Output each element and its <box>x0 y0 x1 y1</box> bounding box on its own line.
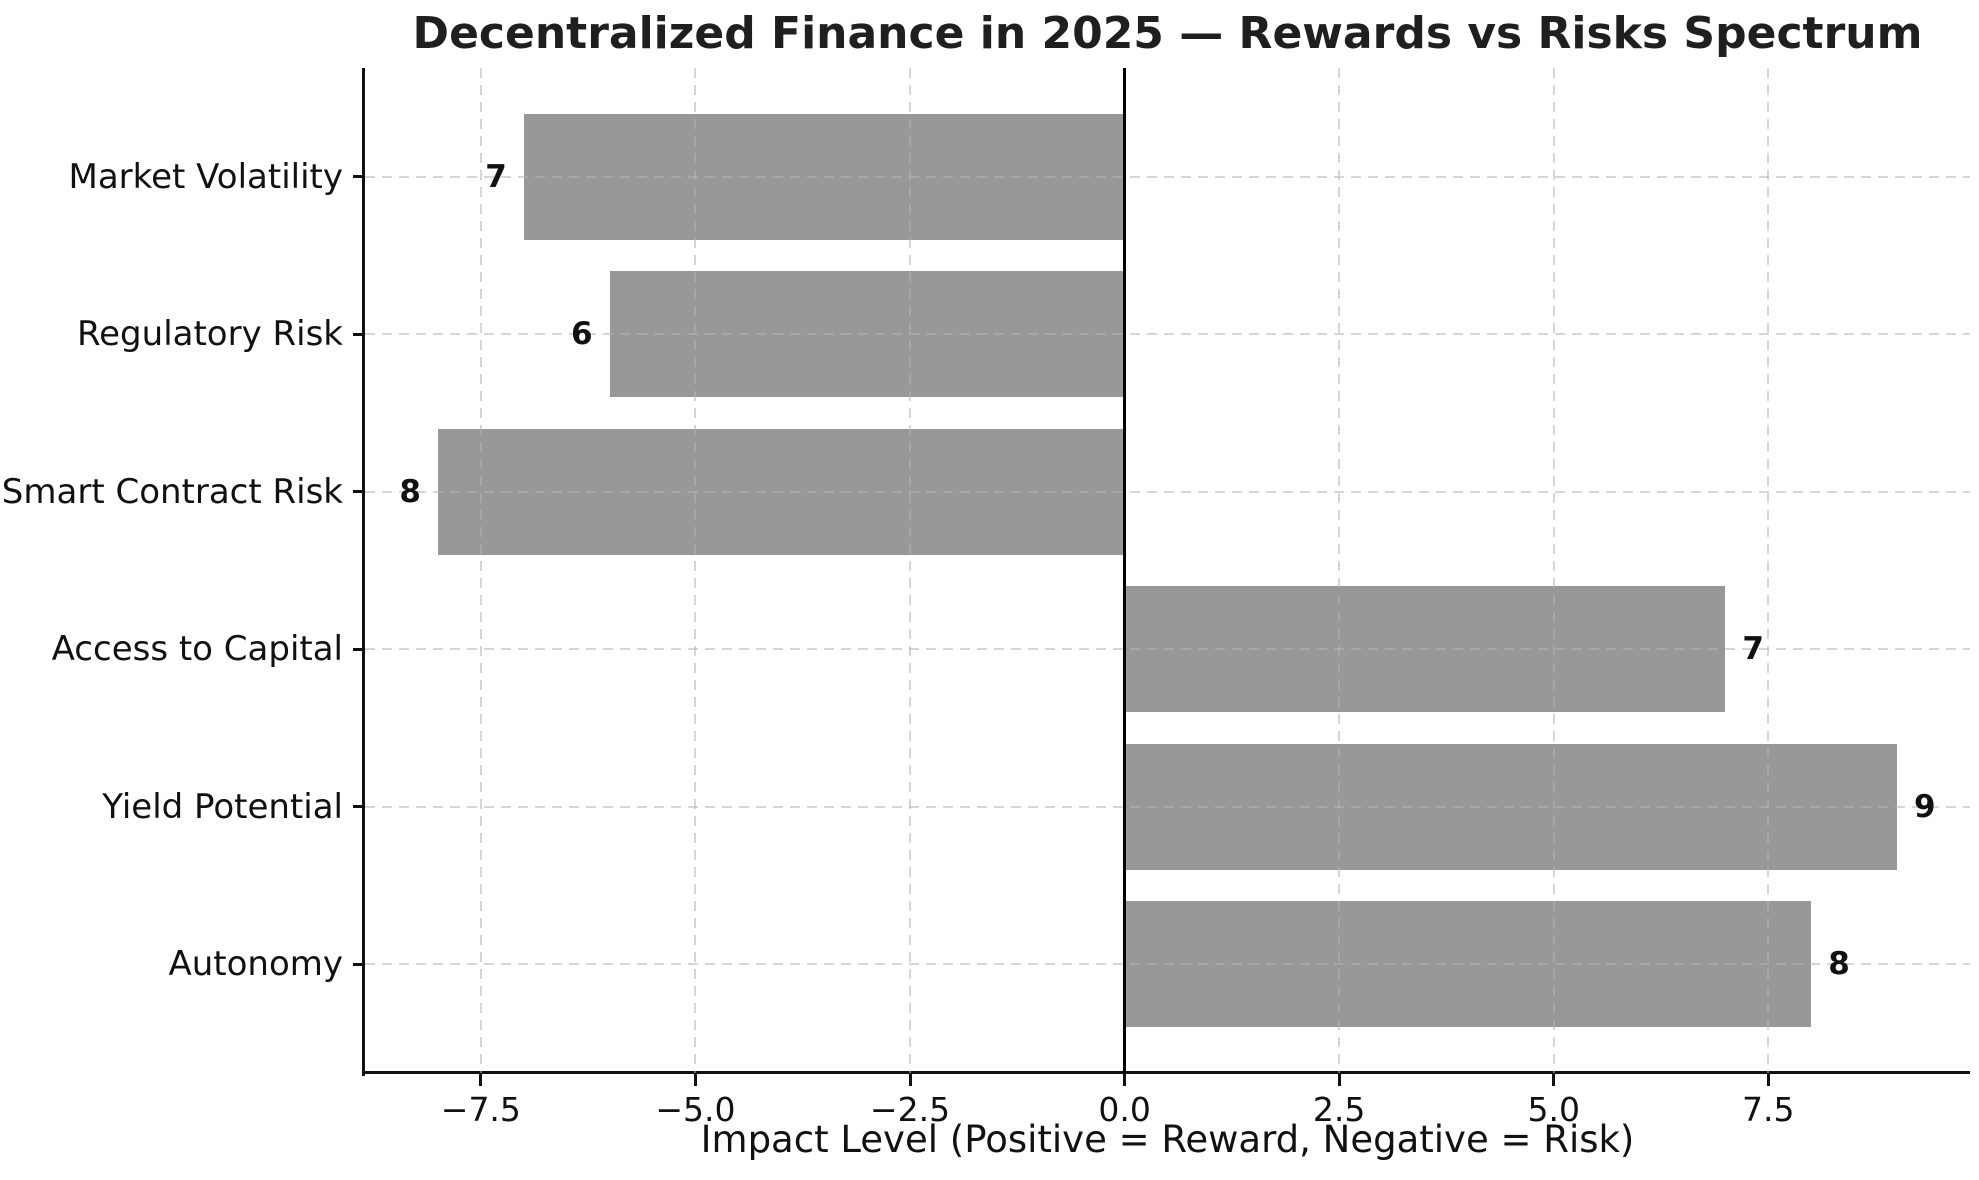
gridline-h-autonomy <box>365 963 1970 966</box>
xtick-mark-5 <box>1552 1074 1556 1086</box>
gridline-v-neg7p5 <box>479 68 482 1073</box>
xtick-label-1: −5.0 <box>655 1090 736 1129</box>
xtick-label-2: −2.5 <box>869 1090 951 1129</box>
xtick-label-4: 2.5 <box>1312 1090 1366 1129</box>
ytick-label-autonomy: Autonomy <box>168 944 343 985</box>
ytick-label-market-volatility: Market Volatility <box>68 156 343 197</box>
gridline-h-regulatory-risk <box>365 333 1970 336</box>
ytick-label-yield-potential: Yield Potential <box>102 786 343 827</box>
gridline-v-2p5 <box>1338 68 1341 1073</box>
xtick-mark-4 <box>1337 1074 1341 1086</box>
x-axis-spine <box>362 1071 1970 1074</box>
gridline-h-yield-potential <box>365 805 1970 808</box>
ytick-mark-yield-potential <box>353 805 365 809</box>
xtick-mark-6 <box>1766 1074 1770 1086</box>
zero-line <box>1123 68 1127 1073</box>
gridline-h-access-to-capital <box>365 648 1970 651</box>
ytick-mark-regulatory-risk <box>353 332 365 336</box>
xtick-mark-1 <box>693 1074 697 1086</box>
xtick-mark-0 <box>479 1074 483 1086</box>
xtick-label-3: 0.0 <box>1098 1090 1151 1129</box>
xtick-mark-3 <box>1123 1074 1127 1086</box>
gridline-h-smart-contract-risk <box>365 490 1970 493</box>
ytick-label-access-to-capital: Access to Capital <box>51 629 343 670</box>
bar-value-label-smart-contract-risk: 8 <box>399 473 421 510</box>
gridline-v-neg5 <box>694 68 697 1073</box>
bar-value-label-autonomy: 8 <box>1828 946 1850 983</box>
xtick-mark-2 <box>908 1074 912 1086</box>
xtick-label-6: 7.5 <box>1742 1090 1795 1129</box>
y-axis-spine <box>362 68 365 1076</box>
x-axis-label: Impact Level (Positive = Reward, Negativ… <box>700 1118 1635 1161</box>
gridline-h-market-volatility <box>365 175 1970 178</box>
ytick-mark-autonomy <box>353 962 365 966</box>
ytick-mark-smart-contract-risk <box>353 490 365 494</box>
bar-value-label-market-volatility: 7 <box>485 158 507 195</box>
gridline-v-neg2p5 <box>909 68 911 1073</box>
ytick-label-regulatory-risk: Regulatory Risk <box>77 314 343 355</box>
ytick-mark-market-volatility <box>353 175 365 179</box>
ytick-label-smart-contract-risk: Smart Contract Risk <box>1 471 343 512</box>
gridline-v-7p5 <box>1767 68 1770 1073</box>
bar-value-label-yield-potential: 9 <box>1914 788 1936 825</box>
xtick-label-0: −7.5 <box>440 1090 521 1129</box>
bar-value-label-access-to-capital: 7 <box>1742 631 1764 668</box>
bar-value-label-regulatory-risk: 6 <box>571 316 593 353</box>
ytick-mark-access-to-capital <box>353 647 365 651</box>
xtick-label-5: 5.0 <box>1527 1090 1580 1129</box>
gridline-v-5 <box>1552 68 1555 1073</box>
chart-title: Decentralized Finance in 2025 — Rewards … <box>412 8 1923 59</box>
plot-area: 7 6 8 7 9 8 <box>365 68 1970 1073</box>
